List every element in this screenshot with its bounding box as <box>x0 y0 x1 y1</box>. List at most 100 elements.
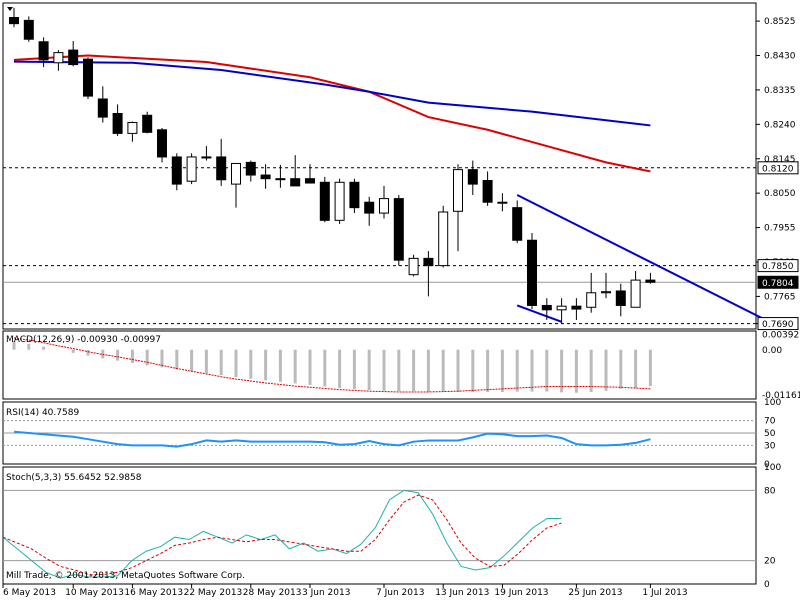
date-tick-label: 6 May 2013 <box>3 588 56 598</box>
candle <box>201 146 212 161</box>
stoch-tick-label: 80 <box>764 486 776 496</box>
candle <box>393 194 404 266</box>
date-tick-label: 1 Jul 2013 <box>642 588 687 598</box>
rsi-tick-label: 30 <box>764 441 776 451</box>
level-badge-label: 0.7804 <box>762 279 794 289</box>
macd-tick-label: 0.00 <box>762 346 782 356</box>
date-tick-label: 22 May 2013 <box>184 588 243 598</box>
candle-body <box>541 304 552 311</box>
candle <box>364 196 375 226</box>
rsi-line <box>13 430 651 448</box>
price-tick-label: 0.7955 <box>764 224 796 234</box>
price-tick-label: 0.8525 <box>764 17 796 27</box>
candle <box>512 200 523 244</box>
candle <box>630 271 641 308</box>
candle-body <box>231 162 241 185</box>
macd-signal-line <box>13 337 651 393</box>
stoch-tick-label: 20 <box>764 557 776 567</box>
date-tick-label: 7 Jun 2013 <box>376 588 424 598</box>
candle <box>467 160 478 195</box>
candle <box>615 283 626 317</box>
panel-frames <box>2 2 757 585</box>
level-badge <box>757 317 799 331</box>
ma-blue-line <box>13 60 651 127</box>
macd-label: MACD(12,26,9) -0.00930 -0.00997 <box>6 335 161 345</box>
candle <box>556 298 567 324</box>
candle <box>112 104 123 136</box>
candle-body <box>364 201 375 214</box>
candle <box>571 298 582 320</box>
candle-body <box>527 239 537 306</box>
rsi-panel[interactable] <box>3 420 756 448</box>
level-badge-label: 0.7690 <box>762 320 794 330</box>
candle-body <box>556 305 567 311</box>
candle <box>438 205 449 268</box>
date-tick-label: 13 Jun 2013 <box>435 588 489 598</box>
candle <box>349 178 360 214</box>
candle <box>497 193 508 212</box>
price-tick-label: 0.8145 <box>764 155 796 165</box>
price-tick-label: 0.8050 <box>764 189 796 199</box>
candle-body <box>512 207 523 241</box>
candle <box>23 16 34 42</box>
date-tick-label: 28 May 2013 <box>243 588 302 598</box>
candle <box>127 121 138 142</box>
candle-body <box>453 169 463 212</box>
candle-body <box>408 257 419 276</box>
level-badge <box>757 275 799 289</box>
candle <box>334 178 345 224</box>
candle-body <box>171 156 182 185</box>
level-badge <box>757 259 799 273</box>
date-tick-label: 3 Jun 2013 <box>302 588 350 598</box>
date-tick-label: 16 May 2013 <box>124 588 183 598</box>
candle <box>541 298 552 320</box>
candle <box>142 111 153 134</box>
candle-body <box>334 181 345 221</box>
candle-body <box>601 291 611 294</box>
candle-body <box>157 129 167 158</box>
candle-body <box>290 178 301 187</box>
candle <box>290 155 301 187</box>
price-panel[interactable] <box>3 7 785 330</box>
candle-body <box>645 279 656 283</box>
macd-panel[interactable] <box>12 337 652 393</box>
candle-body <box>83 58 93 97</box>
candle-body <box>349 181 360 209</box>
rsi-tick-label: 70 <box>764 417 776 427</box>
candle-body <box>438 211 449 267</box>
macd-frame <box>2 330 757 400</box>
macd-tick-label: 0.00392 <box>762 330 799 340</box>
stoch-panel[interactable] <box>2 489 756 579</box>
candle <box>586 272 597 313</box>
candle <box>379 185 389 219</box>
candle-body <box>497 201 508 204</box>
date-tick-label: 25 Jun 2013 <box>568 588 622 598</box>
candle <box>53 50 64 71</box>
candle <box>216 138 227 186</box>
candle <box>275 164 286 188</box>
trendline <box>516 194 785 330</box>
ma-red-line <box>13 54 651 173</box>
candle-body <box>482 179 493 203</box>
candle <box>601 272 611 299</box>
stoch-label: Stoch(5,3,3) 55.6452 52.9858 <box>6 473 142 483</box>
candle <box>97 86 108 123</box>
candle <box>260 164 271 189</box>
candle <box>186 153 197 185</box>
candle-body <box>379 198 389 214</box>
candle <box>157 127 167 163</box>
candle-body <box>615 290 626 306</box>
stoch-tick-label: 0 <box>764 580 770 590</box>
candle <box>305 164 315 184</box>
stoch-frame <box>2 466 757 585</box>
candle-body <box>53 52 64 64</box>
candle-body <box>423 257 434 267</box>
candle-body <box>127 122 138 134</box>
candle <box>423 251 434 297</box>
date-tick-label: 10 May 2013 <box>65 588 124 598</box>
candle-body <box>142 114 153 133</box>
candle-body <box>97 98 108 118</box>
price-tick-label: 0.8335 <box>764 86 796 96</box>
candle-body <box>216 156 227 181</box>
